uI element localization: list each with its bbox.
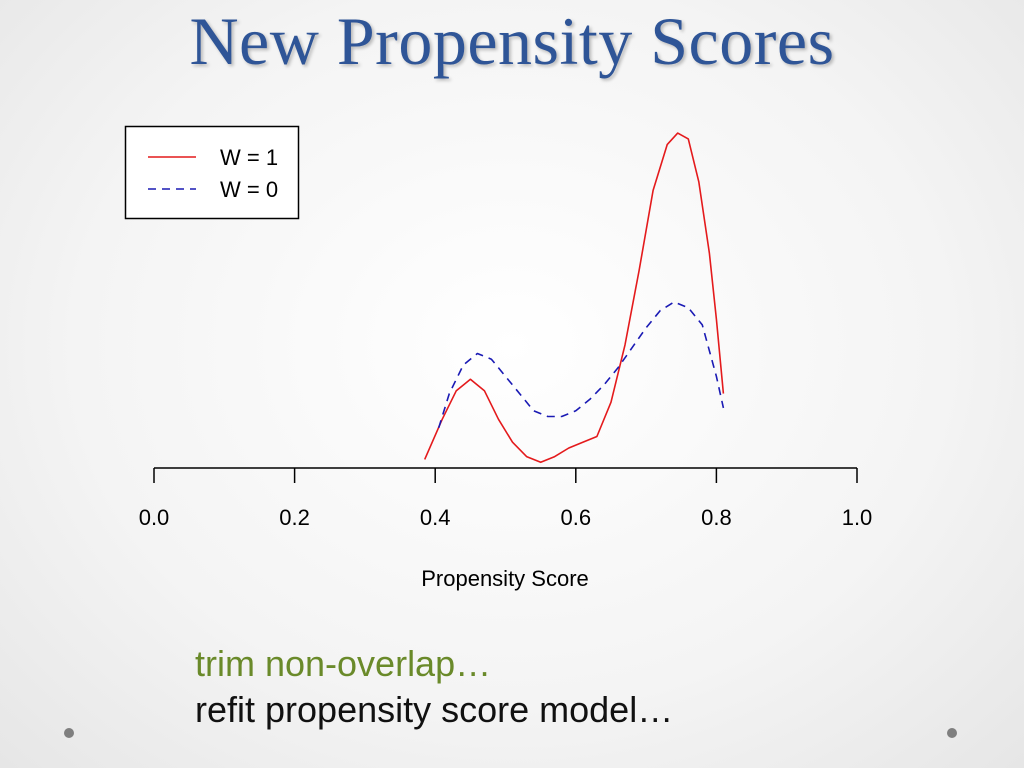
series-point [603,384,605,386]
slide-corner-dot-right [947,728,957,738]
x-axis-label: Propensity Score [421,566,589,591]
x-ticks: 0.0 0.2 0.4 0.6 0.8 1.0 [139,468,873,530]
series-line-w1 [423,132,725,464]
x-tick-label: 0.4 [420,505,451,530]
slide-bullets: trim non-overlap… refit propensity score… [195,642,673,734]
density-chart: 0.0 0.2 0.4 0.6 0.8 1.0 Propensity Score W = … [124,125,873,591]
x-tick-label: 0.8 [701,505,732,530]
legend-box [124,125,300,220]
x-tick-label: 0.2 [279,505,310,530]
legend: W = 1 W = 0 [124,125,300,220]
x-tick-label: 0.6 [561,505,592,530]
slide-title: New Propensity Scores [189,3,835,79]
slide-corner-dot-left [64,728,74,738]
bullet-trim: trim non-overlap… [195,643,492,684]
series-line-w0 [437,301,725,429]
legend-label-w1: W = 1 [220,145,278,170]
series-point [505,375,507,377]
series-layer [423,132,725,464]
series-point [673,301,675,303]
x-tick-label: 1.0 [842,505,873,530]
bullet-refit: refit propensity score model… [195,689,674,730]
series-point [687,307,689,309]
legend-label-w0: W = 0 [220,177,278,202]
x-tick-label: 0.0 [139,505,170,530]
series-point [462,364,464,366]
